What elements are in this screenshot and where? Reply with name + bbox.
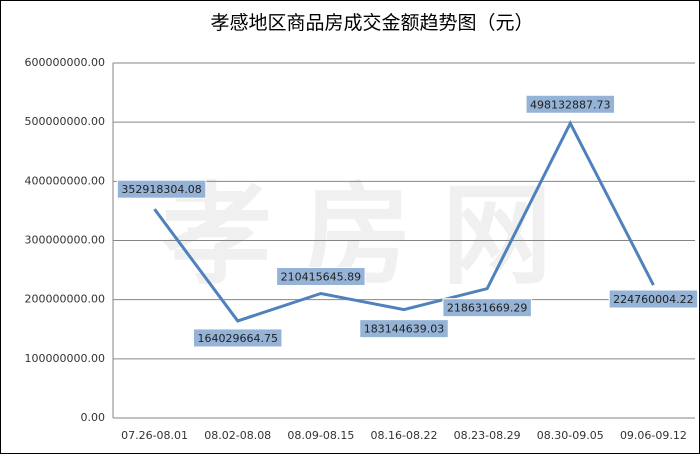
chart-title: 孝感地区商品房成交金额趋势图（元）	[210, 12, 533, 34]
x-tick-label: 08.30-09.05	[537, 429, 604, 442]
x-tick-label: 08.02-08.08	[204, 429, 271, 442]
y-tick-label: 200000000.00	[25, 293, 105, 306]
data-label-box	[525, 94, 616, 114]
x-tick-label: 08.16-08.22	[371, 429, 438, 442]
data-label-box	[276, 267, 366, 287]
x-tick-label: 07.26-08.01	[121, 429, 188, 442]
x-tick-label: 08.23-08.29	[454, 429, 521, 442]
y-tick-label: 400000000.00	[25, 174, 105, 187]
data-label: 352918304.08	[121, 183, 201, 196]
data-label: 183144639.03	[364, 323, 444, 336]
data-label-box	[608, 289, 699, 309]
data-label: 498132887.73	[530, 98, 610, 111]
y-tick-label: 500000000.00	[25, 115, 105, 128]
y-tick-label: 300000000.00	[25, 234, 105, 247]
data-label: 218631669.29	[447, 302, 527, 315]
data-label-box	[192, 328, 283, 348]
data-label: 210415645.89	[281, 271, 361, 284]
watermark: 孝房网	[162, 171, 582, 299]
y-tick-label: 100000000.00	[25, 352, 105, 365]
x-tick-label: 09.06-09.12	[620, 429, 687, 442]
data-label-box	[359, 319, 449, 339]
data-line	[153, 119, 655, 323]
data-label-box	[116, 179, 207, 199]
data-label-box	[442, 298, 532, 318]
x-tick-label: 08.09-08.15	[287, 429, 354, 442]
data-label: 224760004.22	[613, 293, 693, 306]
y-tick-label: 600000000.00	[25, 56, 105, 69]
data-label: 164029664.75	[197, 332, 277, 345]
y-tick-label: 0.00	[81, 411, 106, 424]
